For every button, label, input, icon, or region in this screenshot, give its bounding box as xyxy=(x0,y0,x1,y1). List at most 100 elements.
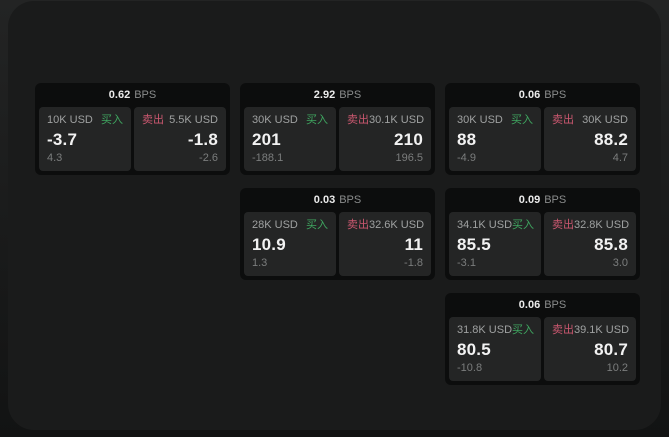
spread-unit-label: BPS xyxy=(339,194,362,206)
buy-sub-value: -188.1 xyxy=(252,152,284,164)
buy-label: 买入 xyxy=(511,114,533,126)
sell-price: 210 xyxy=(394,130,423,149)
sell-size: 39.1K USD xyxy=(574,324,630,336)
buy-panel[interactable]: 10K USD 买入 -3.7 4.3 xyxy=(39,107,131,171)
buy-panel[interactable]: 30K USD 买入 201 -188.1 xyxy=(244,107,336,171)
spread-header: 0.62 BPS xyxy=(35,83,230,107)
spread-value: 0.06 xyxy=(518,89,541,101)
sell-price: -1.8 xyxy=(187,130,218,149)
sell-sub-value: 4.7 xyxy=(612,152,628,164)
spread-header: 0.09 BPS xyxy=(445,188,640,212)
buy-panel-header: 10K USD 买入 xyxy=(47,114,123,127)
buy-label: 买入 xyxy=(306,219,328,231)
sell-size: 32.6K USD xyxy=(369,219,425,231)
buy-label: 买入 xyxy=(512,219,535,231)
quote-card: 2.92 BPS 30K USD 买入 201 -188.1 卖出 30.1K U… xyxy=(240,83,435,175)
sell-label: 卖出 xyxy=(552,324,574,336)
main-window: 0.62 BPS 10K USD 买入 -3.7 4.3 卖出 5.5K USD xyxy=(8,1,661,430)
buy-sub-value: 1.3 xyxy=(252,257,268,269)
sell-panel[interactable]: 卖出 32.6K USD 11 -1.8 xyxy=(339,212,431,276)
quote-card: 0.09 BPS 34.1K USD 买入 85.5 -3.1 卖出 32.8K … xyxy=(445,188,640,280)
buy-sub-value: -3.1 xyxy=(457,257,476,269)
spread-header: 0.06 BPS xyxy=(445,83,640,107)
sell-price: 11 xyxy=(404,235,423,254)
quote-body: 34.1K USD 买入 85.5 -3.1 卖出 32.8K USD 85.8… xyxy=(445,212,640,280)
buy-size: 10K USD xyxy=(47,114,93,126)
sell-sub-value: 10.2 xyxy=(606,362,628,374)
buy-price: 85.5 xyxy=(457,235,491,254)
sell-price: 85.8 xyxy=(594,235,628,254)
sell-sub-value: -1.8 xyxy=(404,257,423,269)
spread-unit-label: BPS xyxy=(544,299,567,311)
quote-body: 30K USD 买入 88 -4.9 卖出 30K USD 88.2 4.7 xyxy=(445,107,640,175)
buy-size: 31.8K USD xyxy=(457,324,513,336)
spread-header: 0.03 BPS xyxy=(240,188,435,212)
sell-label: 卖出 xyxy=(142,114,164,126)
sell-price: 80.7 xyxy=(594,340,628,359)
sell-panel-header: 卖出 30K USD xyxy=(552,114,628,127)
buy-panel-header: 31.8K USD 买入 xyxy=(457,324,535,337)
buy-panel[interactable]: 34.1K USD 买入 85.5 -3.1 xyxy=(449,212,541,276)
buy-label: 买入 xyxy=(101,114,123,126)
sell-label: 卖出 xyxy=(552,114,574,126)
buy-price: 201 xyxy=(252,130,281,149)
sell-panel-header: 卖出 32.8K USD xyxy=(552,219,630,232)
spread-unit-label: BPS xyxy=(339,89,362,101)
sell-label: 卖出 xyxy=(552,219,574,231)
spread-unit-label: BPS xyxy=(544,89,567,101)
buy-price: 10.9 xyxy=(252,235,286,254)
spread-header: 2.92 BPS xyxy=(240,83,435,107)
buy-price: 80.5 xyxy=(457,340,491,359)
buy-price: -3.7 xyxy=(47,130,78,149)
quote-card: 0.62 BPS 10K USD 买入 -3.7 4.3 卖出 5.5K USD xyxy=(35,83,230,175)
sell-panel[interactable]: 卖出 39.1K USD 80.7 10.2 xyxy=(544,317,636,381)
buy-size: 30K USD xyxy=(252,114,298,126)
buy-label: 买入 xyxy=(306,114,328,126)
quote-card: 0.03 BPS 28K USD 买入 10.9 1.3 卖出 32.6K USD xyxy=(240,188,435,280)
buy-label: 买入 xyxy=(512,324,535,336)
quote-body: 10K USD 买入 -3.7 4.3 卖出 5.5K USD -1.8 -2.… xyxy=(35,107,230,175)
sell-size: 32.8K USD xyxy=(574,219,630,231)
spread-header: 0.06 BPS xyxy=(445,293,640,317)
buy-panel-header: 30K USD 买入 xyxy=(252,114,328,127)
sell-size: 30K USD xyxy=(582,114,628,126)
sell-sub-value: 3.0 xyxy=(612,257,628,269)
buy-sub-value: -10.8 xyxy=(457,362,483,374)
buy-panel[interactable]: 28K USD 买入 10.9 1.3 xyxy=(244,212,336,276)
spread-unit-label: BPS xyxy=(134,89,157,101)
spread-value: 0.62 xyxy=(108,89,131,101)
sell-size: 5.5K USD xyxy=(169,114,218,126)
buy-panel-header: 34.1K USD 买入 xyxy=(457,219,535,232)
quote-body: 28K USD 买入 10.9 1.3 卖出 32.6K USD 11 -1.8 xyxy=(240,212,435,280)
sell-label: 卖出 xyxy=(347,114,369,126)
sell-panel-header: 卖出 5.5K USD xyxy=(142,114,218,127)
quote-body: 30K USD 买入 201 -188.1 卖出 30.1K USD 210 1… xyxy=(240,107,435,175)
buy-panel-header: 28K USD 买入 xyxy=(252,219,328,232)
buy-sub-value: 4.3 xyxy=(47,152,63,164)
sell-sub-value: 196.5 xyxy=(395,152,423,164)
buy-size: 30K USD xyxy=(457,114,503,126)
sell-panel-header: 卖出 30.1K USD xyxy=(347,114,425,127)
buy-size: 34.1K USD xyxy=(457,219,513,231)
spread-value: 2.92 xyxy=(313,89,336,101)
buy-price: 88 xyxy=(457,130,477,149)
buy-panel-header: 30K USD 买入 xyxy=(457,114,533,127)
quote-card: 0.06 BPS 31.8K USD 买入 80.5 -10.8 卖出 39.1K… xyxy=(445,293,640,385)
buy-panel[interactable]: 30K USD 买入 88 -4.9 xyxy=(449,107,541,171)
sell-panel[interactable]: 卖出 5.5K USD -1.8 -2.6 xyxy=(134,107,226,171)
sell-panel[interactable]: 卖出 32.8K USD 85.8 3.0 xyxy=(544,212,636,276)
sell-panel[interactable]: 卖出 30K USD 88.2 4.7 xyxy=(544,107,636,171)
buy-sub-value: -4.9 xyxy=(457,152,476,164)
sell-panel-header: 卖出 39.1K USD xyxy=(552,324,630,337)
sell-price: 88.2 xyxy=(594,130,628,149)
spread-unit-label: BPS xyxy=(544,194,567,206)
spread-value: 0.03 xyxy=(313,194,336,206)
buy-panel[interactable]: 31.8K USD 买入 80.5 -10.8 xyxy=(449,317,541,381)
quote-card: 0.06 BPS 30K USD 买入 88 -4.9 卖出 30K USD xyxy=(445,83,640,175)
sell-panel-header: 卖出 32.6K USD xyxy=(347,219,425,232)
sell-panel[interactable]: 卖出 30.1K USD 210 196.5 xyxy=(339,107,431,171)
sell-size: 30.1K USD xyxy=(369,114,425,126)
spread-value: 0.09 xyxy=(518,194,541,206)
sell-label: 卖出 xyxy=(347,219,369,231)
